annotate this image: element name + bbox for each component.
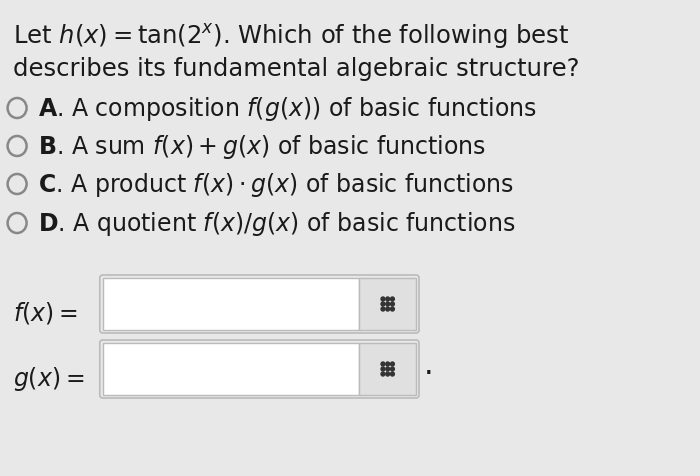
FancyBboxPatch shape <box>103 278 359 330</box>
Circle shape <box>391 372 394 376</box>
Circle shape <box>381 307 385 311</box>
Circle shape <box>391 307 394 311</box>
Circle shape <box>386 367 390 371</box>
Text: $f(x) =$: $f(x) =$ <box>13 300 78 326</box>
Circle shape <box>391 362 394 366</box>
Circle shape <box>381 372 385 376</box>
Text: .: . <box>424 350 433 379</box>
Circle shape <box>381 362 385 366</box>
FancyBboxPatch shape <box>103 343 359 395</box>
Circle shape <box>386 362 390 366</box>
Circle shape <box>386 307 390 311</box>
Text: $\mathbf{D}$. A quotient $f(x)/g(x)$ of basic functions: $\mathbf{D}$. A quotient $f(x)/g(x)$ of … <box>38 210 515 238</box>
Text: $\mathbf{B}$. A sum $f(x) + g(x)$ of basic functions: $\mathbf{B}$. A sum $f(x) + g(x)$ of bas… <box>38 133 486 161</box>
Text: $\mathbf{A}$. A composition $f(g(x))$ of basic functions: $\mathbf{A}$. A composition $f(g(x))$ of… <box>38 95 537 123</box>
Text: $\mathbf{C}$. A product $f(x) \cdot g(x)$ of basic functions: $\mathbf{C}$. A product $f(x) \cdot g(x)… <box>38 171 514 199</box>
Circle shape <box>386 372 390 376</box>
Circle shape <box>391 297 394 301</box>
Circle shape <box>391 302 394 306</box>
Text: $g(x) =$: $g(x) =$ <box>13 365 85 393</box>
Circle shape <box>386 302 390 306</box>
Circle shape <box>381 302 385 306</box>
Circle shape <box>381 367 385 371</box>
FancyBboxPatch shape <box>359 343 416 395</box>
Text: Let $h(x) = \tan(2^x)$. Which of the following best: Let $h(x) = \tan(2^x)$. Which of the fol… <box>13 22 570 51</box>
Circle shape <box>386 297 390 301</box>
Text: describes its fundamental algebraic structure?: describes its fundamental algebraic stru… <box>13 57 580 81</box>
FancyBboxPatch shape <box>359 278 416 330</box>
Circle shape <box>381 297 385 301</box>
Circle shape <box>391 367 394 371</box>
